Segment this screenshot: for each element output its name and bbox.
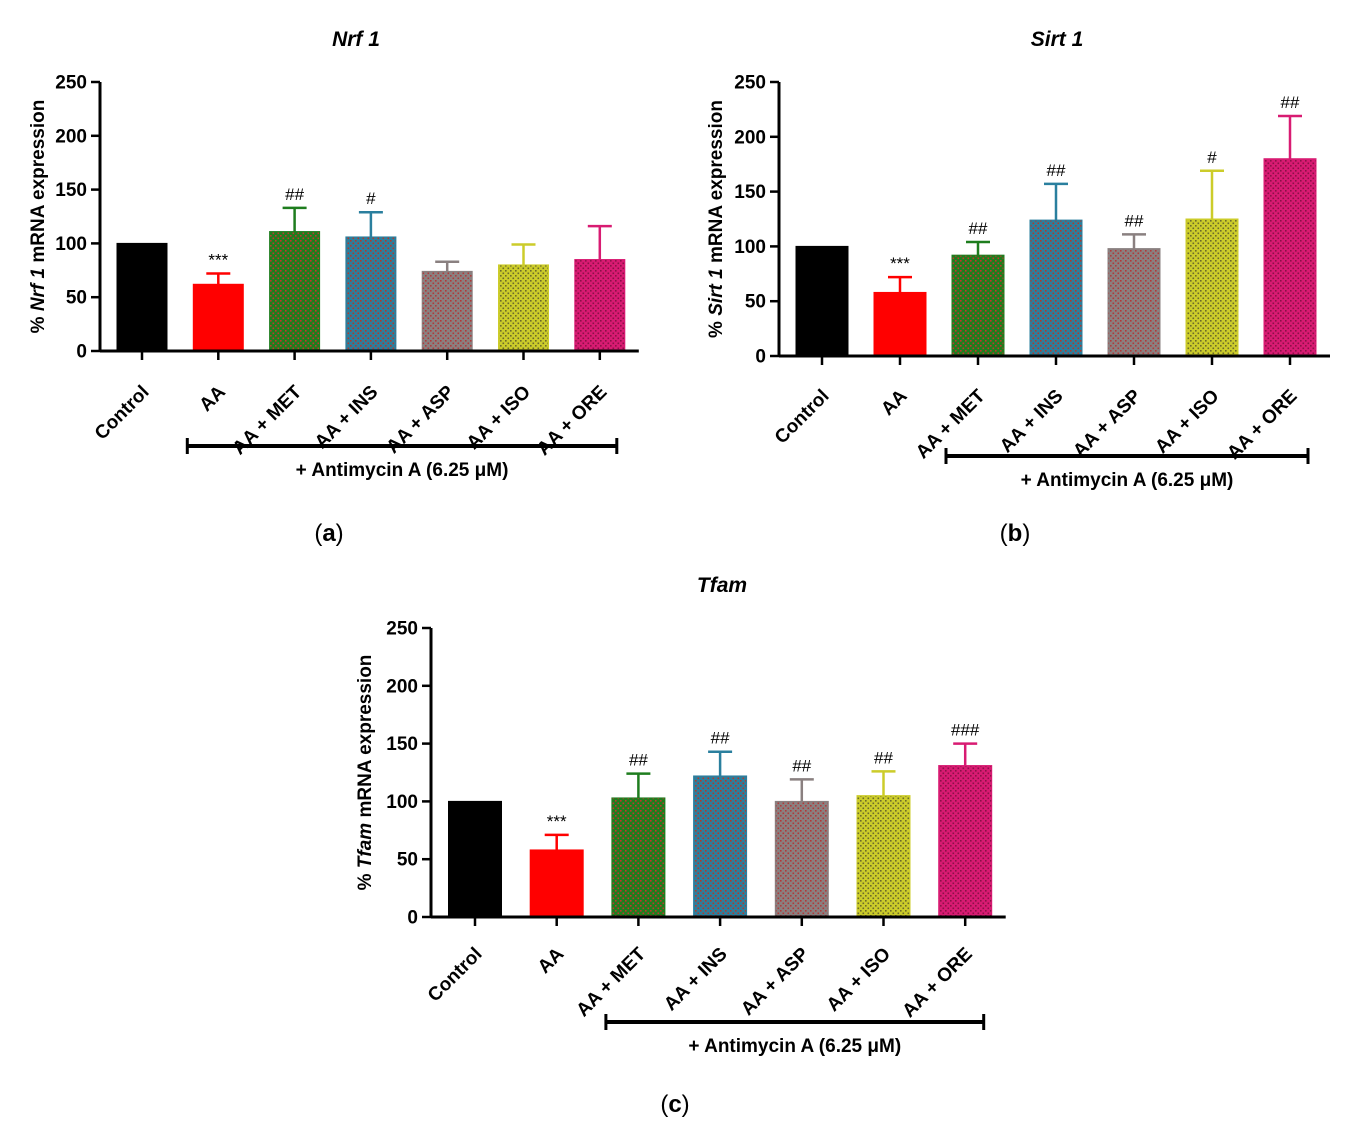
chart-panel-a: Nrf 1% Nrf 1 mRNA expression050100150200…: [28, 28, 639, 481]
bar-aa-ins: [1029, 219, 1083, 357]
x-tick-label: AA: [877, 385, 911, 419]
y-axis-label-suffix: mRNA expression: [355, 655, 376, 823]
y-tick-label: 50: [397, 850, 418, 871]
chart-panel-c: Tfam% Tfam mRNA expression05010015020025…: [355, 574, 1006, 1057]
significance-marker: ##: [1125, 211, 1144, 230]
bar-aa-iso: [856, 795, 911, 918]
chart-title: Sirt 1: [1031, 28, 1084, 51]
significance-marker: ##: [1047, 161, 1066, 180]
significance-marker: ##: [629, 751, 648, 770]
bar-aa-ore: [574, 259, 626, 352]
y-axis-label-prefix: %: [28, 311, 49, 333]
bar-aa-asp: [1107, 248, 1161, 357]
x-tick-label: AA + ISO: [823, 944, 895, 1016]
group-label: + Antimycin A (6.25 μM): [1021, 470, 1234, 491]
y-tick-label: 150: [55, 180, 87, 201]
y-axis-label-suffix: mRNA expression: [706, 100, 727, 268]
panel-label-c: (c): [660, 1091, 689, 1118]
y-axis-label-gene: Sirt 1: [706, 268, 727, 316]
x-tick-label: AA: [196, 381, 230, 415]
significance-marker: ##: [969, 219, 988, 238]
x-tick-label: AA + ISO: [463, 382, 535, 454]
bar-aa: [192, 283, 244, 352]
y-tick-label: 50: [745, 292, 766, 313]
x-tick-label: AA + ASP: [1069, 385, 1145, 461]
bar-control: [795, 245, 849, 357]
y-axis-label-gene: Nrf 1: [28, 268, 49, 311]
bar-aa-met: [951, 254, 1005, 357]
x-tick-label: Control: [91, 382, 154, 445]
x-tick-label: Control: [424, 944, 487, 1007]
bar-aa-iso: [1185, 218, 1239, 357]
y-axis-label-suffix: mRNA expression: [28, 100, 49, 268]
x-tick-label: Control: [771, 386, 834, 449]
x-tick-label: AA + ASP: [737, 943, 813, 1019]
x-tick-label: AA + ORE: [899, 944, 977, 1022]
bar-aa-asp: [421, 270, 473, 352]
x-tick-label: AA + ORE: [533, 382, 611, 460]
y-axis-label: % Tfam mRNA expression: [355, 655, 376, 891]
y-tick-label: 250: [386, 619, 418, 640]
significance-marker: ##: [285, 185, 304, 204]
significance-marker: ##: [874, 748, 893, 767]
chart-panel-b: Sirt 1% Sirt 1 mRNA expression0501001502…: [706, 28, 1330, 491]
y-tick-label: 250: [734, 73, 766, 94]
y-axis-label-prefix: %: [355, 868, 376, 890]
panel-label-a: (a): [314, 520, 343, 547]
y-tick-label: 0: [76, 342, 87, 363]
y-tick-label: 250: [55, 73, 87, 94]
significance-marker: ***: [890, 254, 910, 273]
y-axis-label: % Sirt 1 mRNA expression: [706, 100, 727, 338]
bar-control: [116, 242, 168, 352]
significance-marker: ***: [547, 812, 567, 831]
y-axis-label: % Nrf 1 mRNA expression: [28, 100, 49, 334]
y-tick-label: 100: [386, 792, 418, 813]
significance-marker: ###: [951, 721, 980, 740]
x-tick-label: AA + ISO: [1151, 386, 1223, 458]
y-tick-label: 200: [386, 676, 418, 697]
bar-aa-iso: [498, 264, 549, 352]
x-tick-label: AA + MET: [573, 943, 651, 1021]
y-tick-label: 200: [55, 126, 87, 147]
y-tick-label: 50: [66, 288, 87, 309]
significance-marker: #: [1207, 148, 1217, 167]
significance-marker: #: [366, 189, 376, 208]
significance-marker: ##: [711, 729, 730, 748]
panel-label-b: (b): [1000, 520, 1031, 547]
x-tick-label: AA + MET: [912, 385, 990, 463]
y-tick-label: 0: [755, 347, 766, 368]
y-tick-label: 100: [734, 237, 766, 258]
x-tick-label: AA + INS: [660, 944, 731, 1015]
y-tick-label: 150: [386, 734, 418, 755]
bar-aa-ins: [345, 236, 397, 352]
bar-aa: [873, 291, 927, 357]
y-tick-label: 150: [734, 182, 766, 203]
chart-title: Nrf 1: [332, 28, 380, 51]
significance-marker: ***: [208, 251, 228, 270]
bar-aa-met: [611, 797, 666, 918]
group-label: + Antimycin A (6.25 μM): [688, 1036, 901, 1057]
bar-aa-asp: [774, 800, 829, 918]
x-tick-label: AA + INS: [996, 386, 1067, 457]
bar-control: [448, 800, 502, 918]
y-axis-label-gene: Tfam: [355, 823, 376, 869]
y-tick-label: 100: [55, 234, 87, 255]
bar-aa-ore: [1263, 158, 1317, 357]
chart-title: Tfam: [697, 574, 747, 597]
bar-aa: [529, 849, 584, 918]
group-label: + Antimycin A (6.25 μM): [296, 460, 509, 481]
bar-aa-ore: [938, 765, 993, 918]
significance-marker: ##: [1281, 93, 1300, 112]
x-tick-label: AA: [534, 943, 568, 977]
bar-aa-met: [269, 231, 321, 352]
x-tick-label: AA + ORE: [1223, 386, 1301, 464]
y-axis-label-prefix: %: [706, 316, 727, 338]
x-tick-label: AA + INS: [311, 382, 382, 453]
y-tick-label: 0: [407, 908, 418, 929]
significance-marker: ##: [792, 756, 811, 775]
bar-aa-ins: [693, 775, 748, 918]
y-tick-label: 200: [734, 127, 766, 148]
